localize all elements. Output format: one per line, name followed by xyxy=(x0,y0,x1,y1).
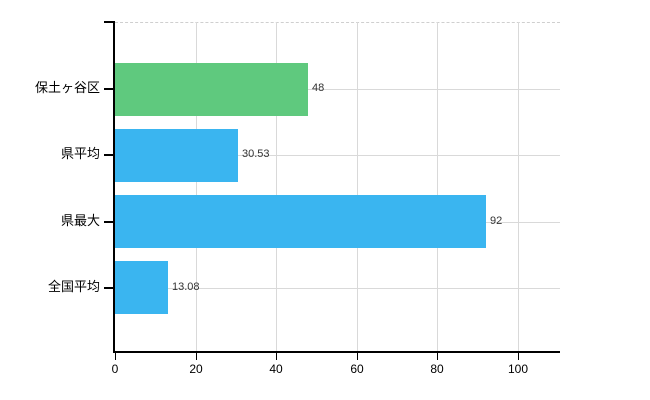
x-axis-tick xyxy=(357,353,358,360)
y-gridline xyxy=(115,288,560,289)
x-gridline xyxy=(518,22,519,353)
bar-value-label: 30.53 xyxy=(242,148,270,160)
bar-value-label: 13.08 xyxy=(172,281,200,293)
plot-top-border xyxy=(115,22,560,23)
category-label: 県平均 xyxy=(60,146,100,161)
bar xyxy=(115,129,238,182)
x-gridline xyxy=(196,22,197,353)
category-label: 保土ヶ谷区 xyxy=(34,80,100,95)
category-tick xyxy=(104,287,113,289)
x-gridline xyxy=(276,22,277,353)
x-axis-tick xyxy=(115,353,116,360)
category-tick xyxy=(104,154,113,156)
x-axis-tick xyxy=(276,353,277,360)
category-tick xyxy=(104,221,113,223)
x-tick-label: 80 xyxy=(430,362,444,376)
x-tick-label: 40 xyxy=(269,362,283,376)
x-axis-tick xyxy=(196,353,197,360)
category-tick xyxy=(104,88,113,90)
y-gridline xyxy=(115,89,560,90)
x-axis-tick xyxy=(518,353,519,360)
bar-value-label: 92 xyxy=(490,215,503,227)
bar xyxy=(115,63,308,116)
x-tick-label: 20 xyxy=(189,362,203,376)
x-axis-tick xyxy=(437,353,438,360)
x-tick-label: 100 xyxy=(507,362,529,376)
category-label: 全国平均 xyxy=(47,279,100,294)
y-axis-top-cap xyxy=(104,21,113,23)
y-axis-line xyxy=(113,21,115,353)
x-axis-line xyxy=(113,351,560,353)
x-tick-label: 60 xyxy=(350,362,364,376)
x-gridline xyxy=(357,22,358,353)
bar xyxy=(115,261,168,314)
bar xyxy=(115,195,486,248)
x-gridline xyxy=(437,22,438,353)
x-tick-label: 0 xyxy=(111,362,119,376)
category-label: 県最大 xyxy=(60,213,100,228)
y-gridline xyxy=(115,155,560,156)
bar-value-label: 48 xyxy=(312,82,325,94)
